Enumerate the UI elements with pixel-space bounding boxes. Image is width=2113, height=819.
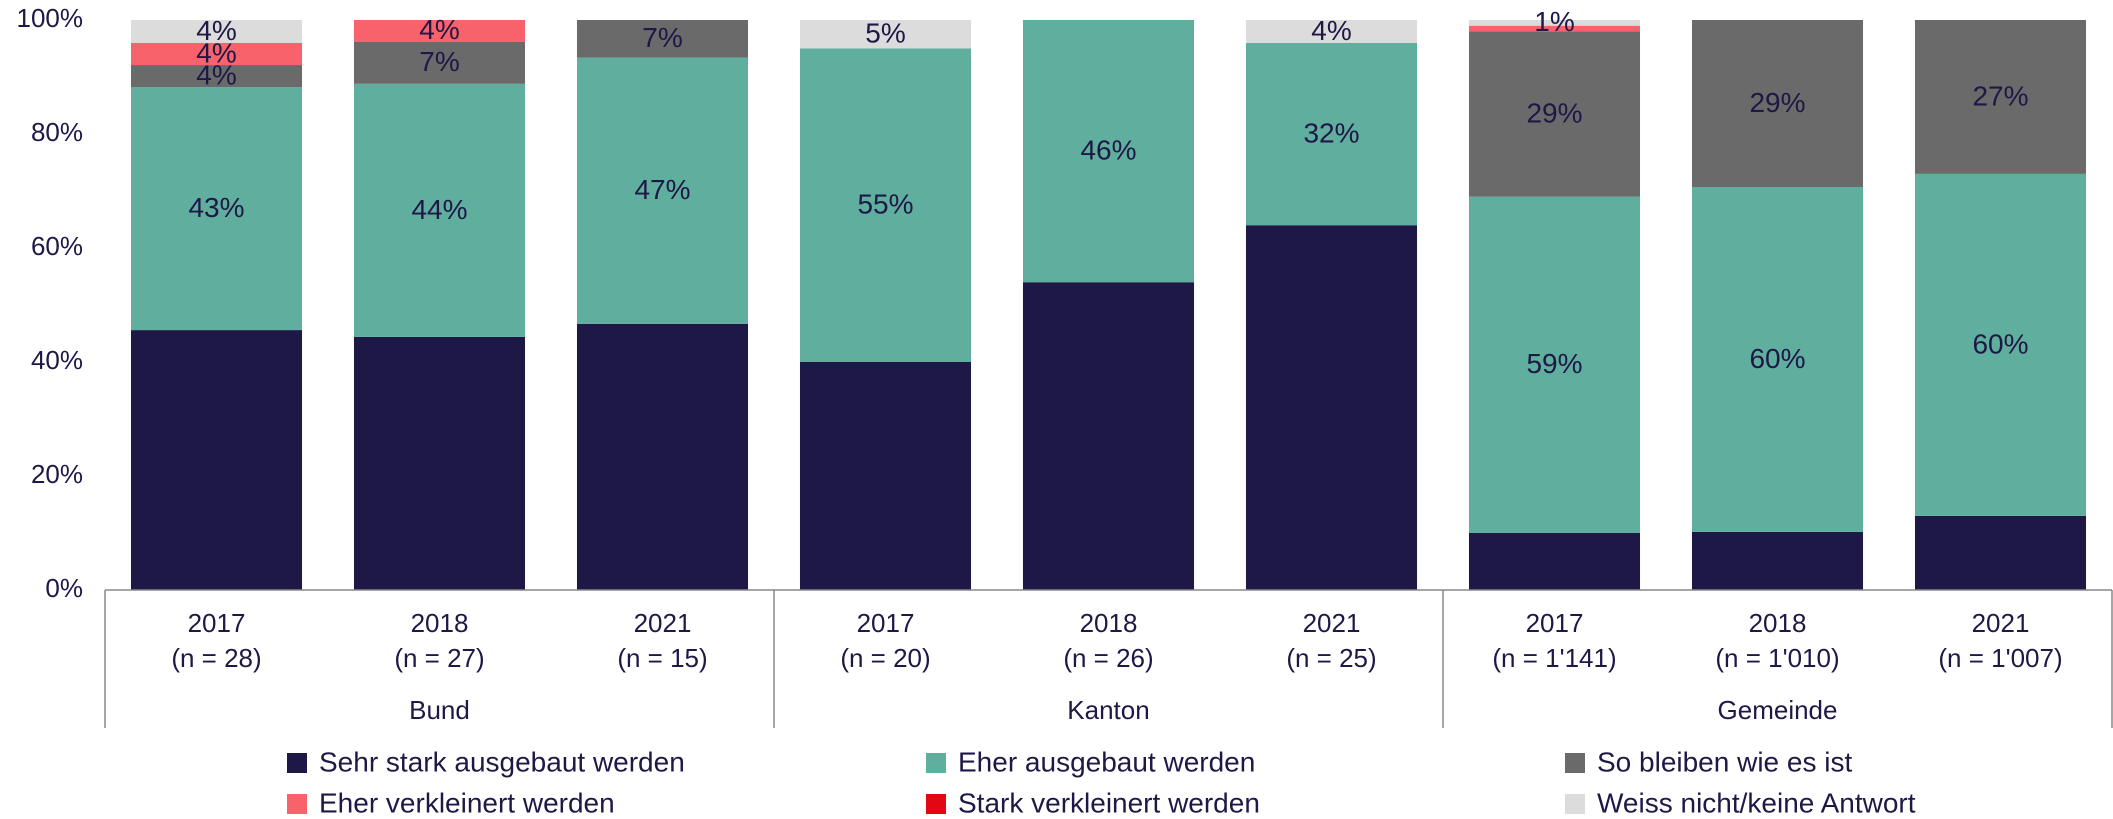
group-label: Kanton [1067,695,1149,725]
data-label: 40% [857,459,913,490]
bar-segment [799,20,972,49]
data-label: 10% [1749,544,1805,575]
data-label: 7% [642,22,682,53]
data-label: 1% [1534,6,1574,37]
data-label: 32% [1303,117,1359,148]
x-tick-note: (n = 25) [1286,643,1376,673]
x-tick-note: (n = 1'007) [1938,643,2062,673]
bar-segment [1691,187,1864,532]
bar-segment [1914,515,2087,590]
bar-segment [799,362,972,590]
data-label: 43% [188,192,244,223]
legend-label: Sehr stark ausgebaut werden [319,746,685,777]
data-label: 44% [411,194,467,225]
data-label: 55% [857,189,913,220]
data-label: 4% [1311,15,1351,46]
legend-swatch [926,753,946,773]
data-label: 46% [1080,134,1136,165]
bar-segment [1691,531,1864,590]
x-tick-note: (n = 27) [394,643,484,673]
group-label: Bund [409,695,470,725]
data-label: 47% [634,440,690,471]
bar-segment [130,87,303,331]
y-tick-label: 0% [45,573,83,603]
x-tick-note: (n = 20) [840,643,930,673]
data-label: 47% [634,174,690,205]
x-tick-note: (n = 1'010) [1715,643,1839,673]
data-label: 60% [1749,343,1805,374]
x-tick-label: 2021 [1303,608,1361,638]
y-tick-label: 60% [31,231,83,261]
bar-segment [1245,42,1418,226]
legend-swatch [287,794,307,814]
bar-segment [1468,20,1641,26]
bar-segment [1914,20,2087,174]
group-label: Gemeinde [1718,695,1838,725]
x-tick-note: (n = 15) [617,643,707,673]
bar-segment [1468,25,1641,32]
data-label: 4% [419,14,459,45]
legend-swatch [1565,794,1585,814]
legend-label: Weiss nicht/keine Antwort [1597,787,1916,818]
x-tick-label: 2017 [188,608,246,638]
bar-segment [1245,225,1418,590]
x-tick-note: (n = 26) [1063,643,1153,673]
legend-swatch [287,753,307,773]
legend-label: Eher verkleinert werden [319,787,615,818]
bar-segment [130,330,303,590]
bar-segment [576,57,749,324]
y-tick-label: 20% [31,459,83,489]
bar-segment [130,42,303,66]
bar-segment [353,20,526,42]
data-label: 13% [1972,536,2028,567]
bar-segment [576,20,749,58]
x-tick-label: 2017 [1526,608,1584,638]
bar-segment [1468,533,1641,590]
bar-segment [130,65,303,88]
bar-segment [1245,20,1418,43]
data-label: 4% [196,15,236,46]
bar-segment [1022,282,1195,590]
x-tick-label: 2018 [1080,608,1138,638]
data-label: 60% [1972,328,2028,359]
bar-segment [130,20,303,43]
x-tick-label: 2018 [411,608,469,638]
y-tick-label: 40% [31,345,83,375]
legend-label: Eher ausgebaut werden [958,746,1255,777]
data-label: 7% [419,46,459,77]
y-tick-label: 80% [31,117,83,147]
bar-segment [1468,196,1641,533]
bar-segment [1468,31,1641,197]
bar-segment [1914,173,2087,516]
x-tick-label: 2018 [1749,608,1807,638]
data-label: 5% [865,18,905,49]
data-label: 44% [411,447,467,478]
legend-swatch [1565,753,1585,773]
data-label: 46% [188,443,244,474]
bar-segment [576,323,749,590]
data-label: 27% [1972,80,2028,111]
bar-segment [353,336,526,590]
x-tick-note: (n = 28) [171,643,261,673]
data-label: 10% [1526,545,1582,576]
data-label: 54% [1080,419,1136,450]
x-tick-note: (n = 1'141) [1492,643,1616,673]
data-label: 29% [1526,97,1582,128]
bar-segment [799,48,972,362]
x-tick-label: 2021 [634,608,692,638]
data-label: 29% [1749,87,1805,118]
legend-label: So bleiben wie es ist [1597,746,1852,777]
bar-segment [1022,20,1195,283]
bar-segment [353,41,526,84]
data-label: 64% [1303,391,1359,422]
bar-segment [353,83,526,337]
x-tick-label: 2021 [1972,608,2030,638]
y-tick-label: 100% [17,3,84,33]
x-tick-label: 2017 [857,608,915,638]
legend-swatch [926,794,946,814]
bar-segment [1691,20,1864,188]
data-label: 59% [1526,348,1582,379]
legend-label: Stark verkleinert werden [958,787,1260,818]
